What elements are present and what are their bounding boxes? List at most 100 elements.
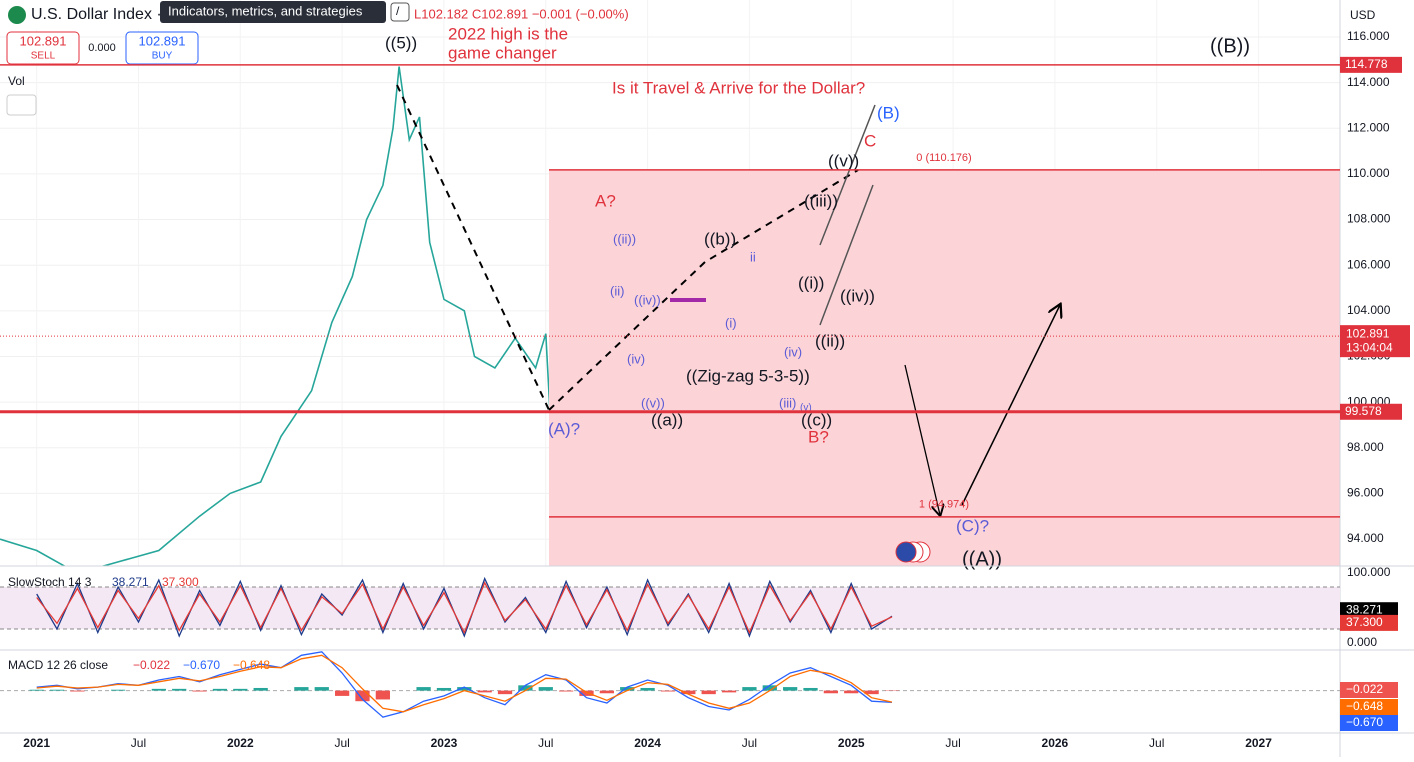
x-tick-label: Jul (1149, 736, 1164, 750)
annotation: ((5)) (385, 33, 417, 52)
x-tick-label: 2025 (838, 736, 865, 750)
value-label: −0.648 (1346, 699, 1383, 713)
level-label: 99.578 (1345, 404, 1382, 418)
histogram-bar (559, 691, 573, 692)
histogram-bar (824, 691, 838, 694)
annotation: (A)? (548, 419, 580, 438)
legend-value: −0.648 (233, 658, 270, 672)
y-tick-label: 114.000 (1347, 75, 1390, 89)
annotation: ((A)) (962, 548, 1002, 570)
annotation: (iii) (779, 395, 796, 410)
x-tick-label: 2021 (23, 736, 50, 750)
currency: USD (1350, 8, 1376, 22)
x-tick-label: 2027 (1245, 736, 1272, 750)
annotation: (C)? (956, 516, 989, 535)
x-tick-label: 2022 (227, 736, 254, 750)
legend-value: 38.271 (112, 575, 149, 589)
histogram-bar (783, 687, 797, 691)
annotation: Is it Travel & Arrive for the Dollar? (612, 78, 865, 97)
annotation: ((v)) (828, 151, 859, 170)
annotation: (iv) (784, 344, 802, 359)
fib-label: 0 (110.176) (916, 152, 971, 164)
annotation: ((iii)) (804, 191, 838, 210)
histogram-bar (437, 688, 451, 691)
histogram-bar (192, 691, 206, 692)
y-tick-label: 110.000 (1347, 166, 1390, 180)
x-tick-label: Jul (945, 736, 960, 750)
histogram-bar (376, 691, 390, 700)
x-tick-label: 2026 (1042, 736, 1069, 750)
histogram-bar (478, 691, 492, 693)
annotation: ((ii)) (815, 331, 845, 350)
annotation: (iv) (627, 351, 645, 366)
histogram-bar (30, 690, 44, 691)
x-tick-label: 2023 (431, 736, 458, 750)
sell-price: 102.891 (20, 33, 67, 48)
symbol-icon (8, 6, 26, 24)
annotation: (ii) (610, 283, 624, 298)
annotation: ((v)) (641, 395, 665, 410)
histogram-bar (539, 687, 553, 691)
y-tick-label: 112.000 (1347, 120, 1390, 134)
annotation: B? (808, 427, 829, 446)
annotation: ((iv)) (634, 292, 661, 307)
x-tick-label: Jul (742, 736, 757, 750)
level-label: 114.778 (1345, 57, 1388, 71)
y-tick-label: 100.000 (1347, 565, 1391, 579)
histogram-bar (803, 688, 817, 691)
value-label: −0.670 (1346, 715, 1383, 729)
symbol: U.S. Dollar Index · (31, 6, 162, 23)
y-tick-label: 104.000 (1347, 303, 1391, 317)
pane-title: SlowStoch 14 3 (8, 575, 92, 589)
legend-value: 37.300 (162, 575, 199, 589)
annotation: ii (750, 249, 756, 264)
ohlc: L102.182 C102.891 −0.001 (−0.00%) (414, 6, 629, 21)
annotation: A? (595, 191, 616, 210)
x-tick-label: 2024 (634, 736, 661, 750)
annotation: ((ii)) (613, 231, 636, 246)
annotation: (i) (725, 315, 737, 330)
y-tick-label: 0.000 (1347, 635, 1377, 649)
legend-value: −0.022 (133, 658, 170, 672)
histogram-bar (254, 688, 268, 691)
histogram-bar (233, 689, 247, 691)
shortcut-key (391, 3, 409, 21)
histogram-bar (661, 691, 675, 692)
sell-label: SELL (31, 51, 56, 62)
histogram-bar (213, 689, 227, 691)
y-tick-label: 98.000 (1347, 440, 1384, 454)
histogram-bar (702, 691, 716, 695)
histogram-bar (50, 690, 64, 691)
last-price: 102.891 (1346, 326, 1390, 340)
pane-title: MACD 12 26 close (8, 658, 108, 672)
y-tick-label: 108.000 (1347, 212, 1391, 226)
y-tick-label: 96.000 (1347, 486, 1384, 500)
annotation: ((B)) (1210, 35, 1250, 57)
flag-icon (896, 542, 930, 562)
histogram-bar (844, 691, 858, 694)
collapse-button[interactable] (7, 95, 36, 115)
x-tick-label: Jul (538, 736, 553, 750)
spread: 0.000 (88, 42, 116, 54)
annotation: ((Zig-zag 5-3-5)) (686, 366, 810, 385)
histogram-bar (70, 691, 84, 692)
legend-value: −0.670 (183, 658, 220, 672)
histogram-bar (172, 689, 186, 691)
histogram-bar (722, 691, 736, 693)
annotation: ((b)) (704, 229, 736, 248)
y-tick-label: 94.000 (1347, 531, 1384, 545)
histogram-bar (111, 690, 125, 691)
buy-price: 102.891 (139, 33, 186, 48)
value-label: 37.300 (1346, 615, 1383, 629)
vol-label: Vol (8, 74, 25, 88)
histogram-bar (742, 687, 756, 691)
x-tick-label: Jul (334, 736, 349, 750)
annotation: C (864, 131, 876, 150)
annotation: ((iv)) (840, 286, 875, 305)
y-tick-label: 116.000 (1347, 29, 1390, 43)
histogram-bar (416, 687, 430, 691)
buy-label: BUY (152, 51, 173, 62)
search-text: Indicators, metrics, and strategies (168, 3, 363, 18)
x-tick-label: Jul (131, 736, 146, 750)
